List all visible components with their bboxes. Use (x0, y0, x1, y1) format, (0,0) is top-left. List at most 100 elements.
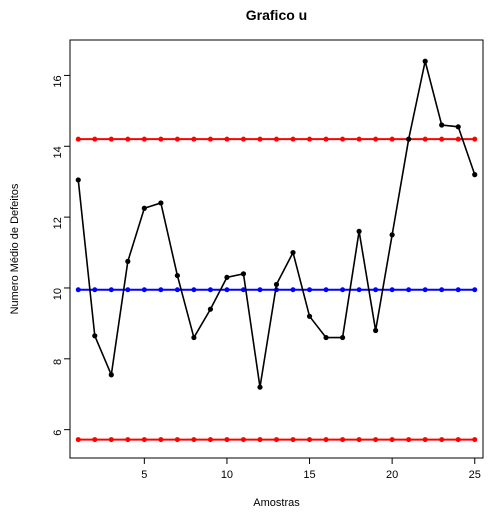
lcl-marker (439, 437, 444, 442)
centerline-marker (224, 287, 229, 292)
x-tick-label: 20 (386, 469, 398, 481)
ucl-marker (324, 137, 329, 142)
centerline-marker (76, 287, 81, 292)
x-axis-label: Amostras (253, 497, 300, 509)
y-tick-label: 12 (52, 217, 64, 229)
data-point (323, 335, 328, 340)
ucl-marker (92, 137, 97, 142)
lcl-marker (158, 437, 163, 442)
data-point (175, 273, 180, 278)
ucl-marker (257, 137, 262, 142)
data-point (439, 122, 444, 127)
x-tick-label: 15 (303, 469, 315, 481)
lcl-marker (125, 437, 130, 442)
lcl-marker (76, 437, 81, 442)
centerline-marker (456, 287, 461, 292)
x-tick-label: 5 (141, 469, 147, 481)
centerline-marker (307, 287, 312, 292)
centerline-marker (109, 287, 114, 292)
ucl-marker (340, 137, 345, 142)
centerline-marker (125, 287, 130, 292)
lcl-marker (340, 437, 345, 442)
centerline-marker (142, 287, 147, 292)
ucl-marker (191, 137, 196, 142)
ucl-marker (390, 137, 395, 142)
data-point (158, 200, 163, 205)
centerline-marker (390, 287, 395, 292)
ucl-marker (307, 137, 312, 142)
centerline-marker (158, 287, 163, 292)
centerline-marker (373, 287, 378, 292)
lcl-marker (257, 437, 262, 442)
data-point (257, 385, 262, 390)
y-tick-label: 8 (52, 359, 64, 365)
lcl-marker (92, 437, 97, 442)
lcl-marker (423, 437, 428, 442)
ucl-marker (224, 137, 229, 142)
ucl-marker (125, 137, 130, 142)
data-point (340, 335, 345, 340)
lcl-marker (175, 437, 180, 442)
data-point (307, 314, 312, 319)
lcl-marker (208, 437, 213, 442)
data-point (472, 172, 477, 177)
data-point (208, 307, 213, 312)
lcl-marker (307, 437, 312, 442)
data-point (125, 259, 130, 264)
data-point (423, 59, 428, 64)
data-point (390, 232, 395, 237)
data-point (274, 282, 279, 287)
ucl-marker (158, 137, 163, 142)
centerline-marker (175, 287, 180, 292)
x-tick-label: 25 (469, 469, 481, 481)
centerline-marker (340, 287, 345, 292)
lcl-marker (142, 437, 147, 442)
centerline-marker (423, 287, 428, 292)
chart-title: Grafico u (246, 7, 307, 23)
centerline-marker (472, 287, 477, 292)
data-point (290, 250, 295, 255)
ucl-marker (291, 137, 296, 142)
ucl-marker (76, 137, 81, 142)
lcl-marker (456, 437, 461, 442)
data-point (456, 124, 461, 129)
centerline-marker (324, 287, 329, 292)
data-point (406, 137, 411, 142)
centerline-marker (257, 287, 262, 292)
data-point (142, 206, 147, 211)
lcl-marker (406, 437, 411, 442)
y-axis-label: Numero Médio de Defeitos (9, 183, 21, 314)
data-point (76, 177, 81, 182)
lcl-marker (291, 437, 296, 442)
lcl-marker (357, 437, 362, 442)
ucl-marker (175, 137, 180, 142)
lcl-marker (390, 437, 395, 442)
lcl-marker (224, 437, 229, 442)
ucl-marker (357, 137, 362, 142)
data-point (357, 229, 362, 234)
ucl-marker (109, 137, 114, 142)
centerline-marker (92, 287, 97, 292)
centerline-marker (439, 287, 444, 292)
data-point (92, 333, 97, 338)
ucl-marker (472, 137, 477, 142)
centerline-marker (357, 287, 362, 292)
centerline-marker (208, 287, 213, 292)
lcl-marker (274, 437, 279, 442)
lcl-marker (373, 437, 378, 442)
y-tick-label: 6 (52, 430, 64, 436)
centerline-marker (191, 287, 196, 292)
ucl-marker (423, 137, 428, 142)
ucl-marker (142, 137, 147, 142)
data-point (224, 275, 229, 280)
chart-svg: Grafico u510152025Amostras6810121416Nume… (0, 0, 503, 518)
lcl-marker (324, 437, 329, 442)
lcl-marker (109, 437, 114, 442)
u-chart: Grafico u510152025Amostras6810121416Nume… (0, 0, 503, 518)
y-tick-label: 10 (52, 288, 64, 300)
ucl-marker (241, 137, 246, 142)
lcl-marker (241, 437, 246, 442)
data-point (109, 372, 114, 377)
ucl-marker (373, 137, 378, 142)
ucl-marker (208, 137, 213, 142)
